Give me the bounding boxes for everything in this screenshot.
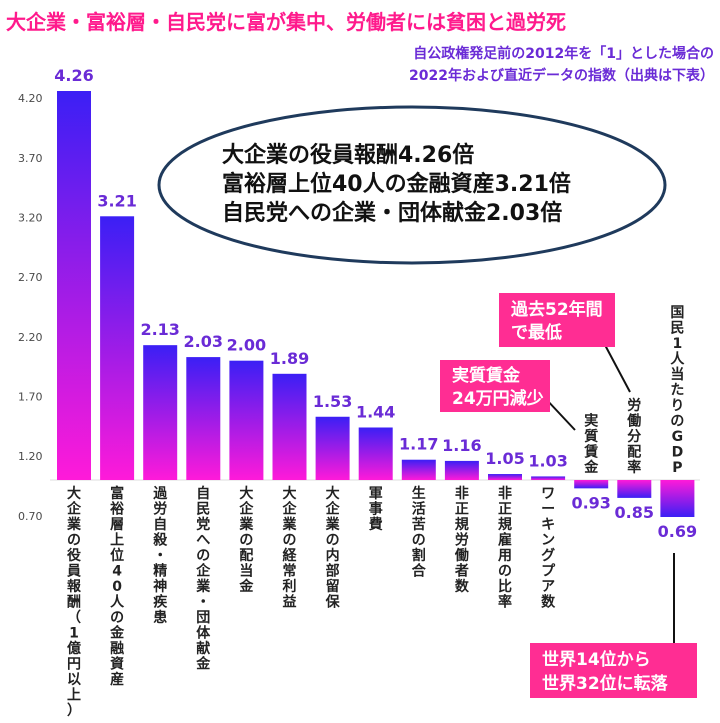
value-label: 1.53 <box>313 392 352 411</box>
category-labels-group: 大企業の役員報酬（ 1 億円以上） 富裕層上位 4 0 人の金融資産 過労自殺・精神疾患 自民党… <box>66 305 685 719</box>
summary-ellipse-shape <box>157 105 667 265</box>
y-tick-label: 0.70 <box>18 510 43 523</box>
value-label: 0.93 <box>571 493 610 512</box>
bar <box>186 357 221 480</box>
callout-real-wage-box <box>440 360 550 412</box>
summary-line-3: 自民党への企業・団体献金2.03倍 <box>222 200 562 226</box>
value-label: 1.16 <box>442 436 481 455</box>
callout-gdp: 世界14位から 世界32位に転落 <box>530 553 697 698</box>
category-label: 非正規労働者数 <box>454 485 470 595</box>
callout-real-wage-line-1: 実質賃金 <box>452 365 521 386</box>
value-label: 1.03 <box>528 451 567 470</box>
summary-line-2: 富裕層上位40人の金融資産3.21倍 <box>222 171 571 197</box>
category-label: 軍事費 <box>369 486 383 533</box>
y-tick-label: 2.20 <box>18 331 43 344</box>
category-label: 非正規雇用の比率 <box>498 485 512 611</box>
y-tick-label: 4.20 <box>18 92 43 105</box>
bar <box>315 416 350 480</box>
callout-labor-share: 過去52年間 で最低 <box>499 293 631 393</box>
category-label: 過労自殺・精神疾患 <box>152 486 168 626</box>
value-label: 1.44 <box>356 402 395 421</box>
category-label: ワーキングプア数 <box>541 486 556 611</box>
bar <box>272 373 307 480</box>
y-tick-label: 3.70 <box>18 152 43 165</box>
category-label: 国民 1 人当たりの G D P <box>670 305 685 476</box>
callout-gdp-line-1: 世界14位から <box>542 649 651 670</box>
y-tick-label: 2.70 <box>18 271 43 284</box>
bar <box>488 474 522 480</box>
value-label: 0.69 <box>658 522 697 541</box>
y-tick-label: 3.20 <box>18 211 43 224</box>
chart-title: 大企業・富裕層・自民党に富が集中、労働者には貧困と過労死 <box>6 10 566 34</box>
callout-labor-share-line-2: で最低 <box>511 322 562 343</box>
callout-labor-share-line-1: 過去52年間 <box>511 299 603 320</box>
category-label: 大企業の経常利益 <box>282 485 298 611</box>
value-label: 3.21 <box>97 191 136 210</box>
category-label: 大企業の配当金 <box>238 485 254 595</box>
value-labels-group: 4.26 3.21 2.13 2.03 2.001.89 1.531.441.17 1.16… <box>54 66 697 541</box>
bars-group <box>57 91 695 517</box>
bar <box>358 427 393 480</box>
callout-labor-share-box <box>499 293 615 347</box>
bar <box>100 216 135 480</box>
value-label: 2.00 <box>227 336 266 355</box>
y-tick-label: 1.70 <box>18 390 43 403</box>
category-label: 実質賃金 <box>583 413 599 477</box>
bar <box>531 476 566 480</box>
summary-ellipse: 大企業の役員報酬4.26倍 富裕層上位40人の金融資産3.21倍 自民党への企業… <box>157 105 667 265</box>
value-label: 0.85 <box>615 503 654 522</box>
bar <box>401 459 436 480</box>
y-tick-label: 1.20 <box>18 450 43 463</box>
value-label: 1.89 <box>270 349 309 368</box>
bar <box>57 91 91 480</box>
callout-labor-share-pointer <box>604 344 631 393</box>
value-label: 1.17 <box>399 435 438 454</box>
category-label: 生活苦の割合 <box>412 485 427 580</box>
category-label: 大企業の内部留保 <box>325 485 341 611</box>
value-label: 2.03 <box>184 332 223 351</box>
chart-subtitle-line-1: 自公政権発足前の2012年を「1」とした場合の <box>413 45 714 62</box>
category-label: 大企業の役員報酬（ 1 億円以上） <box>66 485 82 719</box>
chart-subtitle-line-2: 2022年および直近データの指数（出典は下表） <box>409 67 714 84</box>
callout-real-wage-line-2: 24万円減少 <box>452 388 544 409</box>
callout-real-wage: 実質賃金 24万円減少 <box>440 360 576 431</box>
callout-gdp-line-2: 世界32位に転落 <box>542 673 669 694</box>
bar <box>574 480 609 489</box>
bar <box>660 480 695 517</box>
callout-gdp-box <box>530 643 697 698</box>
bar <box>617 480 652 498</box>
value-label: 4.26 <box>54 66 93 85</box>
category-label: 富裕層上位 4 0 人の金融資産 <box>109 485 125 688</box>
bar <box>229 360 264 480</box>
value-label: 2.13 <box>140 320 179 339</box>
summary-line-1: 大企業の役員報酬4.26倍 <box>222 142 474 168</box>
category-label: 労働分配率 <box>626 397 641 476</box>
bar <box>444 460 479 480</box>
category-label: 自民党への企業・団体献金 <box>195 485 211 673</box>
value-label: 1.05 <box>485 449 524 468</box>
bar <box>143 345 178 480</box>
